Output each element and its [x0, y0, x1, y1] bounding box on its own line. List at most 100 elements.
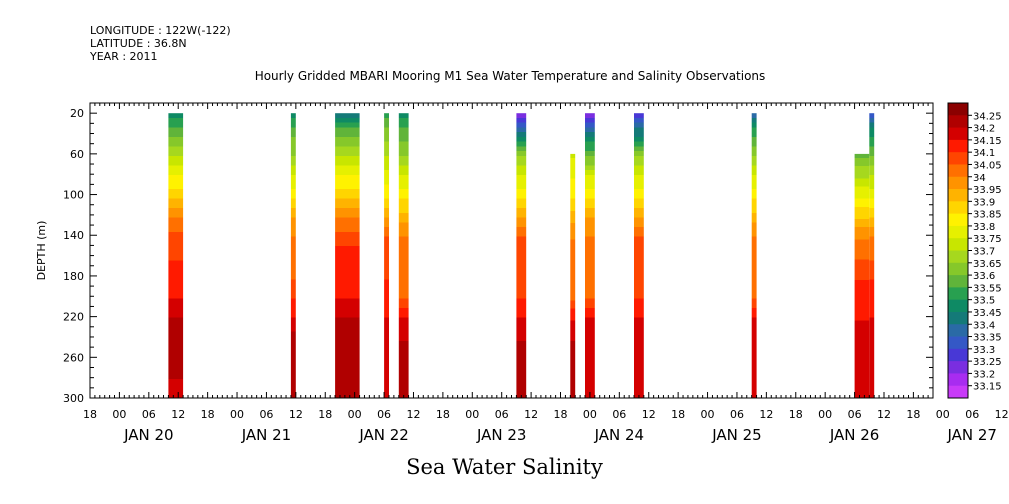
colorbar-swatch — [948, 287, 968, 301]
colorbar-swatch — [948, 385, 968, 399]
x-day-label: JAN 22 — [358, 426, 409, 444]
colorbar-swatch — [948, 361, 968, 374]
x-day-label: JAN 23 — [476, 426, 527, 444]
y-tick-label: 20 — [70, 107, 84, 120]
colorbar-label: 34.2 — [973, 124, 995, 135]
colorbar-label: 33.2 — [973, 369, 995, 380]
colorbar-swatch — [948, 373, 968, 387]
x-tick-label: 12 — [877, 408, 891, 421]
longitude-label: LONGITUDE : 122W(-122) — [90, 24, 231, 37]
colorbar-label: 33.5 — [973, 296, 995, 307]
data-column — [398, 113, 409, 398]
data-column — [290, 113, 296, 398]
data-column — [168, 113, 184, 398]
x-tick-label: 06 — [848, 408, 862, 421]
x-tick-label: 00 — [818, 408, 832, 421]
data-column — [854, 153, 870, 398]
colorbar-swatch — [948, 213, 968, 227]
year-label: YEAR : 2011 — [90, 50, 158, 63]
x-tick-label: 18 — [201, 408, 215, 421]
x-tick-label: 00 — [936, 408, 950, 421]
x-axis: 18 00 06 12 18 00 06 12 18 00 06 12 18 00 06 12 18 00 06 12… — [83, 103, 1009, 444]
x-tick-label: 12 — [759, 408, 773, 421]
colorbar-swatch — [948, 139, 968, 153]
colorbar-label: 33.4 — [973, 320, 995, 331]
x-tick-label: 00 — [465, 408, 479, 421]
colorbar-swatch — [948, 127, 968, 141]
y-tick-label: 100 — [63, 189, 84, 202]
x-tick-label: 06 — [612, 408, 626, 421]
colorbar: 34.2534.234.1534.134.053433.9533.933.853… — [947, 102, 1002, 399]
colorbar-swatch — [948, 299, 968, 313]
y-axis: 20 60 100 140 180 220 260 300 DEPTH (m) — [35, 102, 933, 405]
colorbar-swatch — [948, 176, 968, 190]
colorbar-swatch — [948, 103, 968, 116]
x-tick-label: 12 — [289, 408, 303, 421]
x-day-label: JAN 20 — [123, 426, 174, 444]
x-tick-label: 00 — [701, 408, 715, 421]
colorbar-label: 33.95 — [973, 185, 1002, 196]
y-tick-label: 140 — [63, 229, 84, 242]
data-column — [869, 113, 875, 398]
x-day-label: JAN 24 — [594, 426, 645, 444]
x-tick-label: 00 — [230, 408, 244, 421]
colorbar-swatch — [948, 201, 968, 215]
colorbar-label: 33.6 — [973, 271, 995, 282]
colorbar-swatch — [948, 311, 968, 325]
data-column — [384, 113, 389, 398]
x-day-label: JAN 27 — [946, 426, 997, 444]
x-tick-label: 18 — [318, 408, 332, 421]
colorbar-swatch — [948, 238, 968, 251]
x-tick-label: 06 — [142, 408, 156, 421]
x-tick-label: 18 — [671, 408, 685, 421]
x-tick-label: 18 — [554, 408, 568, 421]
x-tick-label: 12 — [524, 408, 538, 421]
x-tick-label: 06 — [377, 408, 391, 421]
x-tick-label: 18 — [436, 408, 450, 421]
colorbar-label: 33.35 — [973, 333, 1002, 344]
colorbar-swatch — [948, 152, 968, 165]
colorbar-swatch — [948, 262, 968, 276]
x-tick-label: 12 — [171, 408, 185, 421]
x-tick-label: 06 — [259, 408, 273, 421]
data-column — [751, 113, 757, 398]
colorbar-label: 33.75 — [973, 234, 1002, 245]
colorbar-swatch — [948, 115, 968, 128]
colorbar-swatch — [948, 189, 968, 202]
colorbar-swatch — [948, 164, 968, 178]
x-tick-label: 12 — [995, 408, 1009, 421]
colorbar-label: 34.05 — [973, 160, 1002, 171]
colorbar-label: 33.85 — [973, 210, 1002, 221]
colorbar-label: 33.55 — [973, 283, 1002, 294]
x-tick-label: 00 — [112, 408, 126, 421]
metadata-block: LONGITUDE : 122W(-122) LATITUDE : 36.8N … — [90, 24, 231, 63]
colorbar-label: 34.25 — [973, 111, 1002, 122]
x-day-label: JAN 26 — [829, 426, 880, 444]
x-tick-label: 18 — [906, 408, 920, 421]
colorbar-swatch — [948, 225, 968, 239]
y-tick-label: 60 — [70, 148, 84, 161]
data-column — [335, 113, 360, 398]
data-column — [516, 113, 527, 398]
colorbar-label: 33.65 — [973, 259, 1002, 270]
chart-footer-title: Sea Water Salinity — [406, 455, 603, 479]
x-tick-label: 18 — [83, 408, 97, 421]
data-columns — [168, 113, 875, 398]
colorbar-label: 33.9 — [973, 197, 995, 208]
data-column — [585, 113, 595, 398]
x-tick-label: 06 — [730, 408, 744, 421]
y-tick-label: 300 — [63, 392, 84, 405]
x-tick-label: 06 — [965, 408, 979, 421]
data-column — [634, 113, 644, 398]
colorbar-swatch — [948, 348, 968, 362]
y-tick-label: 260 — [63, 351, 84, 364]
plot-frame — [89, 102, 934, 399]
x-tick-label: 12 — [642, 408, 656, 421]
colorbar-label: 34.15 — [973, 136, 1002, 147]
y-axis-label: DEPTH (m) — [35, 221, 48, 281]
colorbar-label: 33.15 — [973, 382, 1002, 393]
x-tick-label: 00 — [583, 408, 597, 421]
colorbar-label: 33.8 — [973, 222, 995, 233]
x-day-label: JAN 25 — [711, 426, 762, 444]
